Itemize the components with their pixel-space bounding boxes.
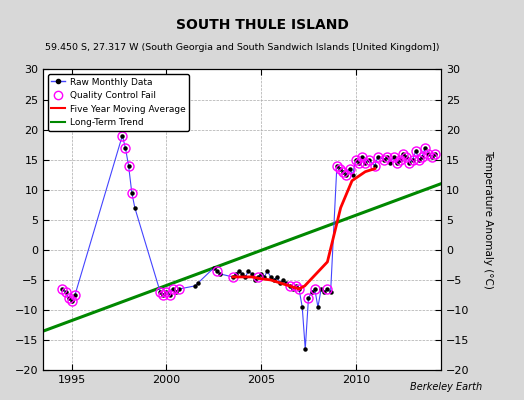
Legend: Raw Monthly Data, Quality Control Fail, Five Year Moving Average, Long-Term Tren: Raw Monthly Data, Quality Control Fail, … [48, 74, 189, 131]
Text: Berkeley Earth: Berkeley Earth [410, 382, 482, 392]
Y-axis label: Temperature Anomaly (°C): Temperature Anomaly (°C) [483, 150, 493, 289]
Text: SOUTH THULE ISLAND: SOUTH THULE ISLAND [176, 18, 348, 32]
Title: 59.450 S, 27.317 W (South Georgia and South Sandwich Islands [United Kingdom]): 59.450 S, 27.317 W (South Georgia and So… [45, 43, 440, 52]
